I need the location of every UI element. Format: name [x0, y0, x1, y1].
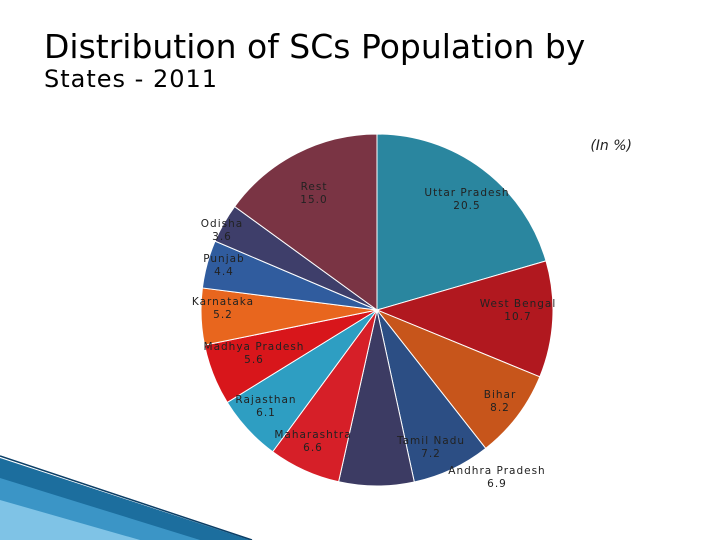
- corner-edge-line: [0, 455, 253, 540]
- page-title: Distribution of SCs Population by States…: [44, 28, 585, 94]
- slice-label-bihar: Bihar 8.2: [484, 389, 517, 414]
- slice-label-madhya-pradesh: Madhya Pradesh 5.6: [204, 341, 305, 366]
- slice-label-punjab: Punjab 4.4: [203, 253, 244, 278]
- slice-label-rest: Rest 15.0: [300, 181, 327, 206]
- pie-slice-uttar-pradesh: [376, 133, 547, 311]
- slice-label-rajasthan: Rajasthan 6.1: [235, 394, 296, 419]
- page-title-line-1: Distribution of SCs Population by: [44, 27, 586, 66]
- slice-label-maharashtra: Maharashtra 6.6: [274, 429, 351, 454]
- slice-label-odisha: Odisha 3.6: [201, 218, 243, 243]
- slice-label-karnataka: Karnataka 5.2: [192, 296, 254, 321]
- page-title-line-2: States - 2011: [44, 64, 219, 93]
- pie-slice-rest: [233, 133, 378, 311]
- unit-note: (In %): [590, 138, 632, 154]
- slice-label-tamil-nadu: Tamil Nadu 7.2: [396, 435, 465, 460]
- pie-slice-bihar: [375, 308, 541, 450]
- corner-stripe-light: [0, 500, 140, 540]
- slice-label-andhra-pradesh: Andhra Pradesh 6.9: [448, 465, 545, 490]
- slice-label-west-bengal: West Bengal 10.7: [480, 298, 557, 323]
- slice-label-uttar-pradesh: Uttar Pradesh 20.5: [424, 187, 509, 212]
- pie-slice-west-bengal: [375, 260, 554, 378]
